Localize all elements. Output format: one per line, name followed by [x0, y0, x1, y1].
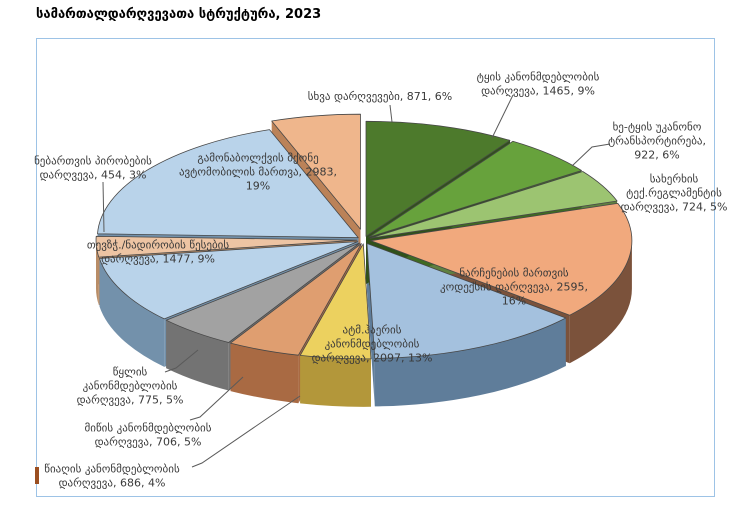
leader-line	[491, 94, 514, 139]
pie-slice-8[interactable]	[99, 241, 359, 320]
pie-slice-wall	[569, 240, 632, 364]
leader-line	[189, 376, 244, 421]
leader-line	[164, 349, 199, 373]
leader-line	[389, 104, 393, 123]
pie-slice-wall	[95, 240, 99, 306]
pie-slice-5[interactable]	[299, 243, 372, 360]
pie-slice-9[interactable]	[95, 235, 358, 258]
pie-slice-4[interactable]	[366, 243, 567, 359]
pie-slice-3[interactable]	[370, 203, 633, 316]
chart-title: სამართალდარღვევათა სტრუქტურა, 2023	[36, 7, 322, 22]
pie-slice-wall	[166, 320, 229, 391]
pie-slice-2[interactable]	[369, 171, 618, 239]
leader-line	[191, 395, 301, 468]
pie-slice-0[interactable]	[365, 120, 511, 237]
leader-line	[571, 143, 611, 167]
pie-slice-wall	[374, 318, 566, 407]
pie-slice-wall	[230, 343, 299, 404]
pie-slice-7[interactable]	[165, 242, 360, 343]
pie-slice-11[interactable]	[271, 113, 361, 230]
pie-slice-10[interactable]	[97, 129, 359, 239]
artifact-mark	[35, 467, 39, 484]
leader-line	[102, 181, 105, 233]
pie-slice-6[interactable]	[230, 243, 362, 356]
pie-slice-1[interactable]	[368, 140, 582, 238]
pie-slice-wall	[300, 355, 371, 407]
